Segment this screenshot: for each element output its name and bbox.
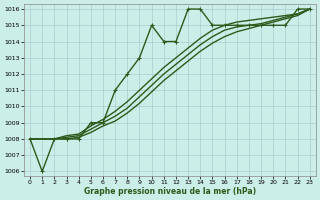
X-axis label: Graphe pression niveau de la mer (hPa): Graphe pression niveau de la mer (hPa) xyxy=(84,187,256,196)
